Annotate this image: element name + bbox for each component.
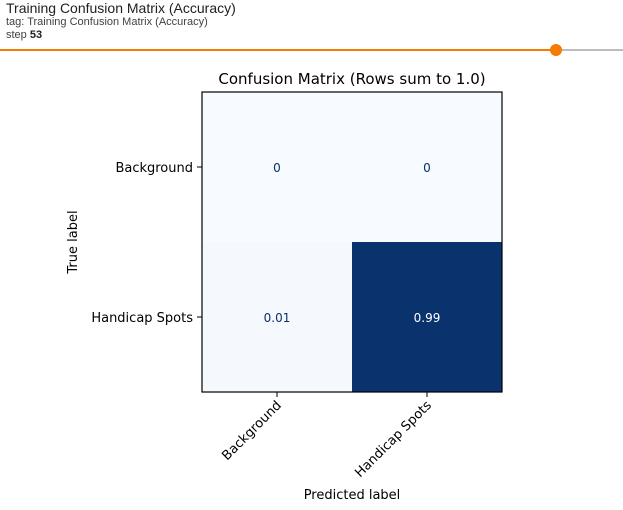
- confusion-matrix-chart: 0 0 0.01 0.99 Confusion Matrix (Rows sum to …: [66, 70, 503, 503]
- card-title: Training Confusion Matrix (Accuracy): [6, 0, 236, 16]
- x-axis-label: Predicted label: [304, 488, 401, 503]
- chart-title: Confusion Matrix (Rows sum to 1.0): [218, 70, 485, 88]
- cell-value-label: 0: [423, 161, 431, 175]
- x-tick-label: Handicap Spots: [352, 398, 435, 481]
- cell-value-label: 0.99: [414, 311, 441, 325]
- slider-thumb[interactable]: [550, 44, 562, 56]
- cell-value-label: 0.01: [264, 311, 291, 325]
- y-tick-label: Handicap Spots: [91, 311, 193, 326]
- tag-label: tag: Training Confusion Matrix (Accuracy…: [6, 16, 208, 28]
- heatmap-cell: [202, 92, 352, 242]
- cell-value-label: 0: [273, 161, 281, 175]
- heatmap-cell: [202, 242, 352, 392]
- slider-fill: [0, 49, 556, 51]
- step-label: step: [6, 29, 30, 41]
- step-value: 53: [29, 29, 43, 41]
- step-indicator: step 53: [6, 29, 236, 42]
- heatmap-cell: [352, 92, 502, 242]
- y-axis-label: True label: [66, 210, 81, 274]
- confusion-matrix-image: 0 0 0.01 0.99 Confusion Matrix (Rows sum to …: [0, 62, 623, 510]
- x-tick-label: Background: [219, 398, 284, 463]
- card-header: Training Confusion Matrix (Accuracy) tag…: [6, 0, 236, 42]
- y-tick-label: Background: [115, 161, 193, 176]
- plot-frame: [201, 91, 503, 393]
- heatmap-cell: [352, 242, 502, 392]
- step-slider[interactable]: [0, 44, 623, 56]
